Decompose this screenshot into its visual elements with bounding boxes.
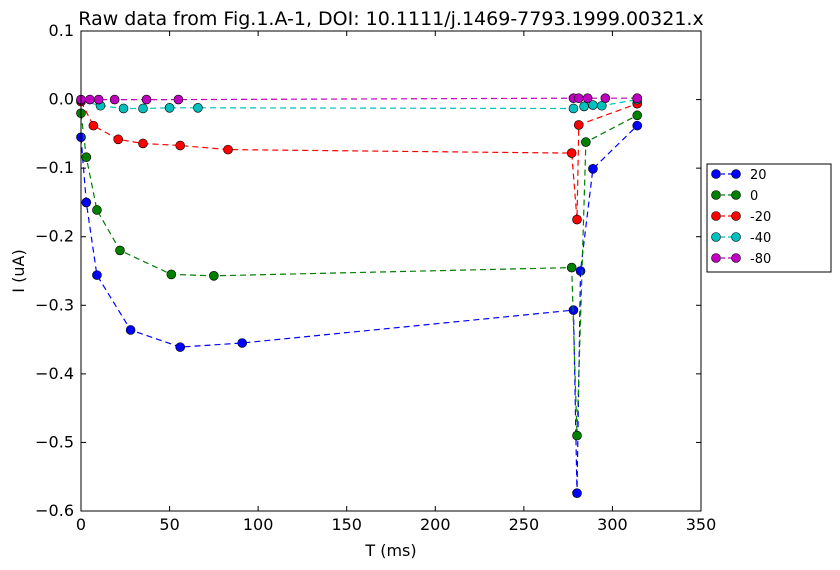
legend-marker	[711, 190, 721, 200]
data-point	[575, 266, 586, 276]
data-point	[237, 338, 247, 348]
data-point	[572, 430, 582, 441]
data-point	[632, 110, 643, 121]
series-layer	[76, 93, 643, 498]
series-4	[76, 93, 643, 105]
legend-marker	[731, 253, 741, 263]
x-tick-label: 300	[597, 515, 628, 534]
data-point	[81, 197, 92, 208]
series-2	[76, 96, 643, 225]
data-point	[109, 94, 120, 105]
legend-marker	[731, 211, 741, 221]
legend-label: 0	[750, 189, 758, 204]
data-point	[173, 94, 184, 105]
data-point	[93, 94, 104, 105]
y-tick-label: 0.1	[49, 21, 74, 40]
x-tick-label: 200	[420, 515, 451, 534]
series-1	[76, 108, 643, 441]
y-tick-label: −0.5	[35, 432, 74, 451]
legend-marker	[711, 169, 721, 179]
legend-entry: -20	[711, 210, 771, 225]
y-tick-label: −0.2	[35, 227, 74, 246]
data-point	[223, 144, 233, 155]
legend-entry: -40	[711, 231, 771, 246]
data-point	[572, 488, 582, 498]
legend-label: -80	[750, 252, 771, 267]
series-line	[80, 99, 638, 110]
legend-marker	[711, 232, 721, 242]
plot-frame	[80, 30, 702, 512]
data-point	[600, 93, 611, 103]
legend-marker	[731, 190, 741, 200]
data-point	[118, 103, 129, 114]
x-tick-label: 150	[331, 515, 362, 534]
chart-title: Raw data from Fig.1.A-1, DOI: 10.1111/j.…	[78, 8, 703, 30]
x-tick-label: 100	[243, 515, 274, 534]
data-point	[579, 101, 589, 112]
x-axis-label: T (ms)	[364, 541, 416, 560]
data-point	[141, 94, 152, 105]
y-axis-label: I (uA)	[9, 249, 28, 292]
series-line	[81, 97, 638, 101]
data-point	[588, 164, 598, 174]
data-point	[138, 138, 148, 149]
data-point	[166, 269, 177, 280]
data-point	[566, 148, 577, 158]
x-tick-label: 50	[159, 515, 179, 534]
data-point	[573, 93, 584, 103]
series-line	[80, 113, 638, 436]
axis-ticks: 0 50 100 150 200 250 300 350 0.1 0.0 −0.1 −0.2 −0.3 −…	[35, 21, 716, 534]
y-tick-label: −0.4	[35, 364, 74, 383]
data-point	[88, 120, 99, 131]
data-point	[85, 94, 95, 105]
data-point	[573, 120, 584, 130]
x-tick-label: 350	[686, 515, 717, 534]
y-tick-label: −0.3	[35, 295, 74, 314]
data-point	[115, 245, 125, 256]
plot-area: 0 50 100 150 200 250 300 350 0.1 0.0 −0.1 −0.2 −0.3 −…	[35, 21, 716, 534]
data-point	[92, 270, 102, 280]
legend-entry: 20	[711, 168, 767, 183]
data-point	[209, 270, 219, 281]
x-tick-label: 0	[76, 515, 86, 534]
data-point	[581, 137, 591, 147]
data-point	[193, 103, 203, 113]
data-point	[566, 262, 577, 273]
data-point	[125, 325, 136, 335]
data-point	[568, 103, 579, 114]
legend-marker	[711, 211, 721, 221]
legend-box	[706, 163, 832, 273]
legend-entry: -80	[711, 252, 771, 267]
series-0	[76, 120, 643, 498]
legend-marker	[711, 253, 721, 263]
series-line	[80, 125, 638, 494]
legend-entry: 0	[711, 189, 758, 204]
legend-label: 20	[750, 168, 767, 183]
legend: 20 0 -20 -40 -80	[706, 163, 832, 273]
y-tick-label: −0.1	[35, 158, 74, 177]
data-point	[632, 120, 643, 131]
data-point	[572, 214, 582, 225]
data-point	[113, 134, 123, 145]
data-point	[632, 93, 643, 103]
x-tick-label: 250	[509, 515, 540, 534]
data-point	[164, 103, 175, 113]
legend-marker	[731, 169, 741, 179]
legend-label: -20	[750, 210, 771, 225]
data-point	[175, 342, 185, 352]
legend-label: -40	[750, 231, 771, 246]
y-tick-label: −0.6	[35, 501, 74, 520]
data-point	[582, 93, 593, 103]
data-point	[175, 140, 185, 151]
legend-marker	[731, 232, 741, 242]
y-tick-label: 0.0	[49, 90, 74, 109]
data-point	[92, 205, 102, 215]
series-line	[80, 101, 638, 220]
data-point	[81, 152, 92, 162]
data-point	[138, 103, 148, 114]
